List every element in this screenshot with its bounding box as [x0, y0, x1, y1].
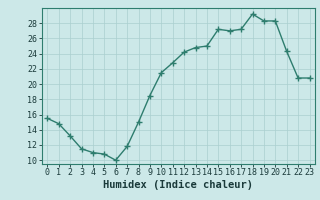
X-axis label: Humidex (Indice chaleur): Humidex (Indice chaleur) — [103, 180, 253, 190]
